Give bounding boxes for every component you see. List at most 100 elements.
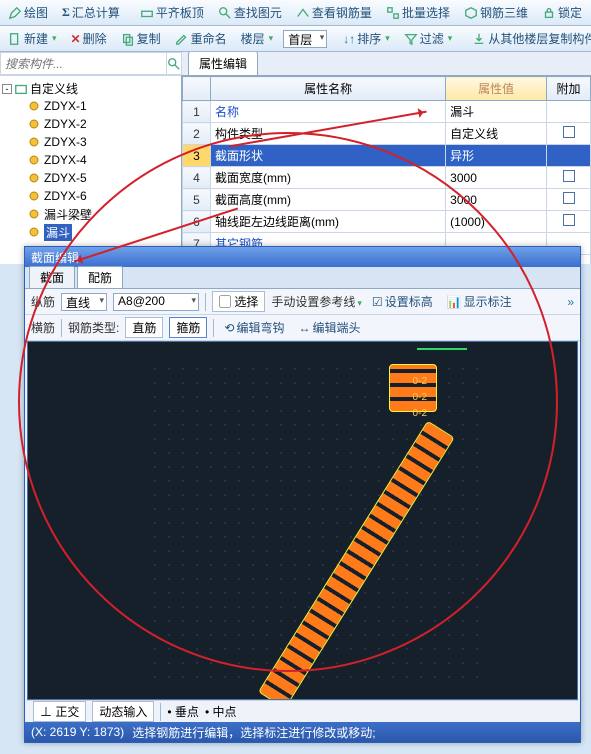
tree-item[interactable]: ZDYX-1 bbox=[28, 97, 179, 115]
component-tree[interactable]: - 自定义线 ZDYX-1 ZDYX-2ZDYX-3 ZDYX-4 ZDYX-5 ZDY… bbox=[0, 76, 181, 264]
ortho-button[interactable]: ⊥ 正交 bbox=[33, 701, 86, 722]
longi-label: 纵筋 bbox=[31, 293, 55, 310]
tree-item[interactable]: 漏斗梁壁 bbox=[28, 205, 179, 223]
filter-icon bbox=[404, 32, 418, 46]
perp-snap[interactable]: • 垂点 bbox=[167, 703, 199, 720]
rebar-type-label: 钢筋类型: bbox=[68, 319, 119, 336]
extra-checkbox[interactable] bbox=[563, 192, 575, 204]
prop-value[interactable]: 3000 bbox=[446, 189, 547, 211]
collapse-icon[interactable]: - bbox=[2, 84, 12, 94]
item-icon bbox=[28, 208, 40, 220]
tree-item[interactable]: ZDYX-4 bbox=[28, 151, 179, 169]
anno-tag: 0-2 bbox=[413, 376, 427, 387]
rename-button[interactable]: 重命名 bbox=[171, 28, 231, 49]
prop-value[interactable]: 自定义线 bbox=[446, 123, 547, 145]
section-editor-window: 截面编辑 截面 配筋 纵筋 直线 A8@200 ▢ 选择 手动设置参考线 ☑ 设… bbox=[24, 246, 581, 743]
prop-row[interactable]: 6轴线距左边线距离(mm)(1000) bbox=[183, 211, 591, 233]
tree-item[interactable]: 漏斗 bbox=[28, 223, 179, 241]
new-button[interactable]: 新建 bbox=[4, 28, 61, 49]
prop-row[interactable]: 5截面高度(mm)3000 bbox=[183, 189, 591, 211]
sumcalc-button[interactable]: Σ 汇总计算 bbox=[58, 2, 124, 23]
prop-row[interactable]: 3截面形状异形 bbox=[183, 145, 591, 167]
tree-item[interactable]: ZDYX-6 bbox=[28, 187, 179, 205]
delete-button[interactable]: ✕ 删除 bbox=[67, 28, 111, 49]
tab-rebar[interactable]: 配筋 bbox=[77, 266, 123, 288]
tree-item-label: ZDYX-4 bbox=[44, 153, 87, 167]
copy-from-floor-button[interactable]: 从其他楼层复制构件 bbox=[468, 28, 591, 49]
prop-row[interactable]: 2构件类型自定义线 bbox=[183, 123, 591, 145]
hint-text: 选择钢筋进行编辑，选择标注进行修改或移动; bbox=[132, 724, 375, 741]
manual-ref-button[interactable]: 手动设置参考线 bbox=[271, 293, 362, 310]
flat-icon bbox=[140, 6, 154, 20]
top-rebar-shape bbox=[389, 364, 437, 412]
extra-checkbox[interactable] bbox=[563, 170, 575, 182]
property-grid[interactable]: 属性名称 属性值 附加 1名称漏斗2构件类型自定义线3截面形状异形4截面宽度(m… bbox=[182, 76, 591, 264]
section-toolbar-1: 纵筋 直线 A8@200 ▢ 选择 手动设置参考线 ☑ 设置标高 📊 显示标注 … bbox=[25, 289, 580, 315]
straight-rebar-button[interactable]: 直筋 bbox=[125, 317, 163, 338]
tree-item[interactable]: ZDYX-2 bbox=[28, 115, 179, 133]
copy-icon bbox=[121, 32, 135, 46]
batch-select-button[interactable]: 批量选择 bbox=[382, 2, 454, 23]
item-icon bbox=[28, 190, 40, 202]
set-elev-button[interactable]: ☑ 设置标高 bbox=[368, 291, 437, 312]
cube-icon bbox=[464, 6, 478, 20]
prop-value[interactable]: 漏斗 bbox=[446, 101, 547, 123]
find-elem-button[interactable]: 查找图元 bbox=[214, 2, 286, 23]
search-button[interactable] bbox=[166, 52, 182, 75]
mid-snap[interactable]: • 中点 bbox=[205, 703, 237, 720]
section-canvas[interactable]: 0-2 0-2 0-2 bbox=[27, 341, 578, 700]
col-extra[interactable]: 附加 bbox=[547, 77, 591, 101]
extra-checkbox[interactable] bbox=[563, 126, 575, 138]
filter-button[interactable]: 过滤 bbox=[400, 28, 457, 49]
leader-line bbox=[417, 348, 467, 350]
floor-button[interactable]: 楼层 bbox=[237, 28, 278, 49]
edit-end-button[interactable]: ↔ 编辑端头 bbox=[294, 317, 364, 338]
dyn-input-button[interactable]: 动态输入 bbox=[92, 701, 154, 722]
extra-checkbox[interactable] bbox=[563, 214, 575, 226]
tree-item[interactable]: ZDYX-5 bbox=[28, 169, 179, 187]
prop-value[interactable]: (1000) bbox=[446, 211, 547, 233]
prop-name: 截面宽度(mm) bbox=[211, 167, 446, 189]
longi-mode-combo[interactable]: 直线 bbox=[61, 293, 107, 311]
show-anno-button[interactable]: 📊 显示标注 bbox=[443, 291, 516, 312]
edit-bend-button[interactable]: ⟲ 编辑弯钩 bbox=[220, 317, 288, 338]
hoop-rebar-button[interactable]: 箍筋 bbox=[169, 317, 207, 338]
tree-item-label: ZDYX-6 bbox=[44, 189, 87, 203]
lock-button[interactable]: 锁定 bbox=[538, 2, 586, 23]
tab-section[interactable]: 截面 bbox=[29, 266, 75, 288]
view-steel-button[interactable]: 查看钢筋量 bbox=[292, 2, 376, 23]
prop-name: 轴线距左边线距离(mm) bbox=[211, 211, 446, 233]
anno-tag: 0-2 bbox=[413, 408, 427, 419]
search-icon bbox=[218, 6, 232, 20]
prop-row[interactable]: 4截面宽度(mm)3000 bbox=[183, 167, 591, 189]
tree-root[interactable]: - 自定义线 bbox=[2, 80, 179, 97]
rebar-spec-combo[interactable]: A8@200 bbox=[113, 293, 199, 311]
item-icon bbox=[28, 100, 40, 112]
col-name[interactable]: 属性名称 bbox=[211, 77, 446, 101]
col-value[interactable]: 属性值 bbox=[446, 77, 547, 101]
copy-button[interactable]: 复制 bbox=[117, 28, 165, 49]
flat-top-button[interactable]: 平齐板顶 bbox=[136, 2, 208, 23]
tree-item-label: ZDYX-5 bbox=[44, 171, 87, 185]
sort-button[interactable]: ↓↑ 排序 bbox=[339, 28, 394, 49]
row-index: 5 bbox=[183, 189, 211, 211]
tab-property-edit[interactable]: 属性编辑 bbox=[188, 52, 258, 75]
section-tabs: 截面 配筋 bbox=[25, 267, 580, 289]
search-input[interactable] bbox=[0, 52, 166, 75]
prop-value[interactable]: 异形 bbox=[446, 145, 547, 167]
chevrons-icon[interactable]: » bbox=[567, 295, 574, 309]
prop-extra bbox=[547, 167, 591, 189]
tree-item[interactable]: ZDYX-3 bbox=[28, 133, 179, 151]
search-row bbox=[0, 52, 181, 76]
draw-button[interactable]: 绘图 bbox=[4, 2, 52, 23]
prop-row[interactable]: 1名称漏斗 bbox=[183, 101, 591, 123]
prop-value[interactable]: 3000 bbox=[446, 167, 547, 189]
floor-combo[interactable]: 首层 bbox=[283, 30, 327, 48]
tree-item-label: ZDYX-1 bbox=[44, 99, 87, 113]
select-button[interactable]: ▢ 选择 bbox=[212, 291, 265, 312]
section-statusbar-1: ⊥ 正交 动态输入 • 垂点 • 中点 bbox=[27, 700, 578, 722]
section-editor-title[interactable]: 截面编辑 bbox=[25, 247, 580, 267]
prop-name: 构件类型 bbox=[211, 123, 446, 145]
rebar3d-button[interactable]: 钢筋三维 bbox=[460, 2, 532, 23]
folder-icon bbox=[14, 82, 28, 96]
